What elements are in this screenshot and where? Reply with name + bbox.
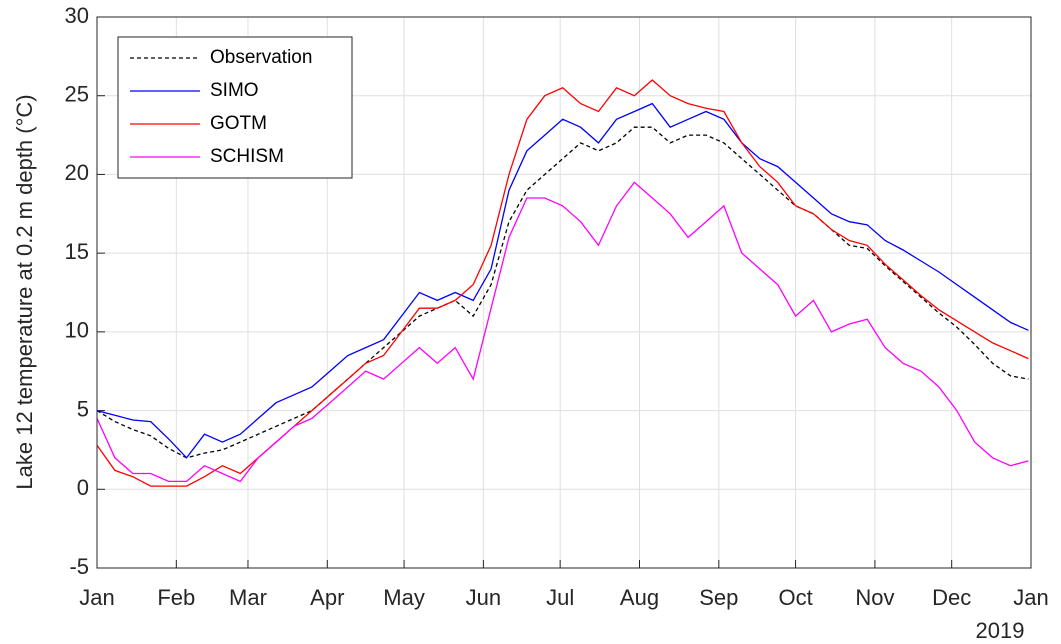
x-tick-label: Apr bbox=[310, 585, 344, 610]
series-line bbox=[96, 181, 1029, 483]
y-tick-label: 15 bbox=[65, 239, 89, 264]
y-tick-label: 10 bbox=[65, 318, 89, 343]
x-tick-label: Sep bbox=[699, 585, 738, 610]
x-tick-label: Aug bbox=[620, 585, 659, 610]
y-tick-label: 25 bbox=[65, 82, 89, 107]
year-label: 2019 bbox=[976, 618, 1025, 643]
series-line bbox=[96, 102, 1029, 459]
x-tick-label: Nov bbox=[855, 585, 894, 610]
x-tick-label: Jan bbox=[79, 585, 114, 610]
x-tick-label: May bbox=[383, 585, 425, 610]
x-tick-label: Jan bbox=[1013, 585, 1048, 610]
x-tick-label: Dec bbox=[932, 585, 971, 610]
x-tick-label: Feb bbox=[157, 585, 195, 610]
x-tick-label: Jul bbox=[546, 585, 574, 610]
y-tick-label: 30 bbox=[65, 3, 89, 28]
y-tick-label: 5 bbox=[77, 396, 89, 421]
x-tick-label: Mar bbox=[229, 585, 267, 610]
legend-label: SCHISM bbox=[210, 146, 284, 167]
y-tick-label: -5 bbox=[69, 554, 89, 579]
legend-box bbox=[117, 36, 353, 179]
plot-frame bbox=[96, 16, 1032, 569]
y-tick-label: 20 bbox=[65, 160, 89, 185]
x-tick-label: Jun bbox=[466, 585, 501, 610]
legend-label: GOTM bbox=[210, 113, 267, 134]
legend: Observation SIMO GOTM SCHISM bbox=[117, 36, 353, 179]
y-tick-label: 0 bbox=[77, 475, 89, 500]
series-line bbox=[96, 79, 1029, 487]
legend-label: SIMO bbox=[210, 80, 259, 101]
x-tick-label: Oct bbox=[778, 585, 812, 610]
legend-label: Observation bbox=[210, 47, 312, 68]
series-line bbox=[96, 126, 1029, 459]
y-axis-label: Lake 12 temperature at 0.2 m depth (°C) bbox=[12, 94, 37, 489]
